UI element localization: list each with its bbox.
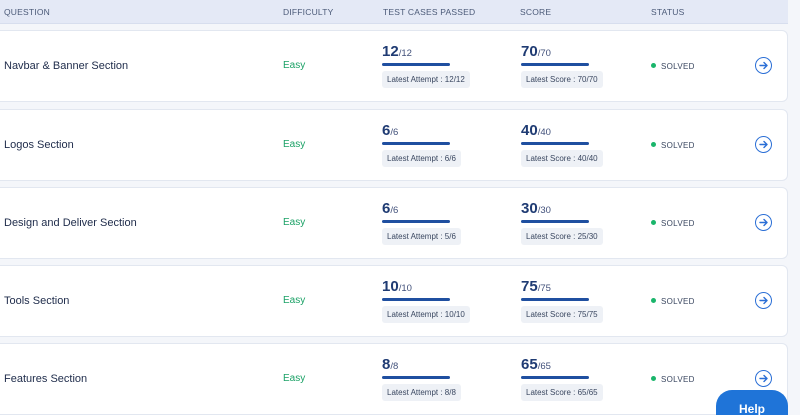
score-total: /75	[537, 283, 551, 294]
test-cases-total: /12	[398, 48, 412, 59]
status-badge: SOLVED	[651, 297, 695, 306]
score-value: 65	[521, 356, 538, 373]
status-dot-icon	[651, 220, 656, 226]
score-progress-bar	[521, 220, 589, 223]
status-label: SOLVED	[661, 375, 695, 384]
score-total: /70	[537, 48, 551, 59]
score-total: /65	[537, 361, 551, 372]
latest-attempt-chip: Latest Attempt : 10/10	[382, 306, 470, 323]
table-row[interactable]: Tools Section Easy 10/10 Latest Attempt …	[0, 265, 788, 337]
column-header-question: QUESTION	[4, 7, 50, 17]
test-cases-metric: 8/8 Latest Attempt : 8/8	[382, 356, 461, 401]
table-row[interactable]: Features Section Easy 8/8 Latest Attempt…	[0, 343, 788, 415]
test-cases-total: /6	[390, 205, 399, 216]
arrow-right-circle-icon[interactable]	[755, 57, 772, 74]
status-dot-icon	[651, 63, 656, 69]
column-header-status: STATUS	[651, 7, 685, 17]
arrow-right-circle-icon[interactable]	[755, 136, 772, 153]
difficulty-label: Easy	[283, 295, 306, 306]
score-value: 30	[521, 200, 538, 217]
status-dot-icon	[651, 142, 656, 148]
table-row[interactable]: Design and Deliver Section Easy 6/6 Late…	[0, 187, 788, 259]
test-cases-passed: 6	[382, 122, 391, 139]
difficulty-label: Easy	[283, 139, 306, 150]
score-value: 40	[521, 122, 538, 139]
status-label: SOLVED	[661, 141, 695, 150]
score-metric: 40/40 Latest Score : 40/40	[521, 122, 603, 167]
latest-score-chip: Latest Score : 70/70	[521, 71, 603, 88]
arrow-right-circle-icon[interactable]	[755, 292, 772, 309]
test-cases-total: /8	[390, 361, 399, 372]
latest-attempt-chip: Latest Attempt : 5/6	[382, 228, 461, 245]
test-cases-progress-bar	[382, 298, 450, 301]
latest-attempt-chip: Latest Attempt : 6/6	[382, 150, 461, 167]
difficulty-label: Easy	[283, 217, 306, 228]
status-dot-icon	[651, 298, 656, 304]
latest-score-chip: Latest Score : 75/75	[521, 306, 603, 323]
column-header-score: SCORE	[520, 7, 552, 17]
test-cases-metric: 6/6 Latest Attempt : 6/6	[382, 122, 461, 167]
score-metric: 70/70 Latest Score : 70/70	[521, 43, 603, 88]
test-cases-total: /10	[398, 283, 412, 294]
difficulty-label: Easy	[283, 60, 306, 71]
test-cases-progress-bar	[382, 220, 450, 223]
status-dot-icon	[651, 376, 656, 382]
test-cases-passed: 8	[382, 356, 391, 373]
score-progress-bar	[521, 142, 589, 145]
status-badge: SOLVED	[651, 141, 695, 150]
test-cases-passed: 10	[382, 278, 399, 295]
test-cases-progress-bar	[382, 63, 450, 66]
status-badge: SOLVED	[651, 375, 695, 384]
score-progress-bar	[521, 298, 589, 301]
help-button[interactable]: Help	[716, 390, 788, 415]
score-metric: 30/30 Latest Score : 25/30	[521, 200, 603, 245]
column-header-test-cases: TEST CASES PASSED	[383, 7, 476, 17]
test-cases-progress-bar	[382, 376, 450, 379]
question-name[interactable]: Tools Section	[4, 295, 70, 307]
status-badge: SOLVED	[651, 62, 695, 71]
arrow-right-circle-icon[interactable]	[755, 370, 772, 387]
test-cases-progress-bar	[382, 142, 450, 145]
score-progress-bar	[521, 376, 589, 379]
latest-score-chip: Latest Score : 25/30	[521, 228, 603, 245]
question-name[interactable]: Features Section	[4, 373, 88, 385]
difficulty-label: Easy	[283, 373, 306, 384]
latest-attempt-chip: Latest Attempt : 12/12	[382, 71, 470, 88]
score-total: /30	[537, 205, 551, 216]
table-row[interactable]: Navbar & Banner Section Easy 12/12 Lates…	[0, 30, 788, 102]
latest-score-chip: Latest Score : 40/40	[521, 150, 603, 167]
latest-score-chip: Latest Score : 65/65	[521, 384, 603, 401]
test-cases-total: /6	[390, 127, 399, 138]
test-cases-passed: 12	[382, 43, 399, 60]
column-header-difficulty: DIFFICULTY	[283, 7, 334, 17]
test-cases-metric: 6/6 Latest Attempt : 5/6	[382, 200, 461, 245]
score-metric: 65/65 Latest Score : 65/65	[521, 356, 603, 401]
status-label: SOLVED	[661, 219, 695, 228]
score-progress-bar	[521, 63, 589, 66]
test-cases-metric: 12/12 Latest Attempt : 12/12	[382, 43, 470, 88]
arrow-right-circle-icon[interactable]	[755, 214, 772, 231]
question-name[interactable]: Logos Section	[4, 139, 74, 151]
score-metric: 75/75 Latest Score : 75/75	[521, 278, 603, 323]
status-label: SOLVED	[661, 297, 695, 306]
status-label: SOLVED	[661, 62, 695, 71]
score-value: 75	[521, 278, 538, 295]
question-name[interactable]: Navbar & Banner Section	[4, 60, 129, 72]
score-total: /40	[537, 127, 551, 138]
table-row[interactable]: Logos Section Easy 6/6 Latest Attempt : …	[0, 109, 788, 181]
test-cases-passed: 6	[382, 200, 391, 217]
question-name[interactable]: Design and Deliver Section	[4, 217, 137, 229]
latest-attempt-chip: Latest Attempt : 8/8	[382, 384, 461, 401]
table-header: QUESTION DIFFICULTY TEST CASES PASSED SC…	[0, 0, 788, 24]
test-cases-metric: 10/10 Latest Attempt : 10/10	[382, 278, 470, 323]
status-badge: SOLVED	[651, 219, 695, 228]
score-value: 70	[521, 43, 538, 60]
